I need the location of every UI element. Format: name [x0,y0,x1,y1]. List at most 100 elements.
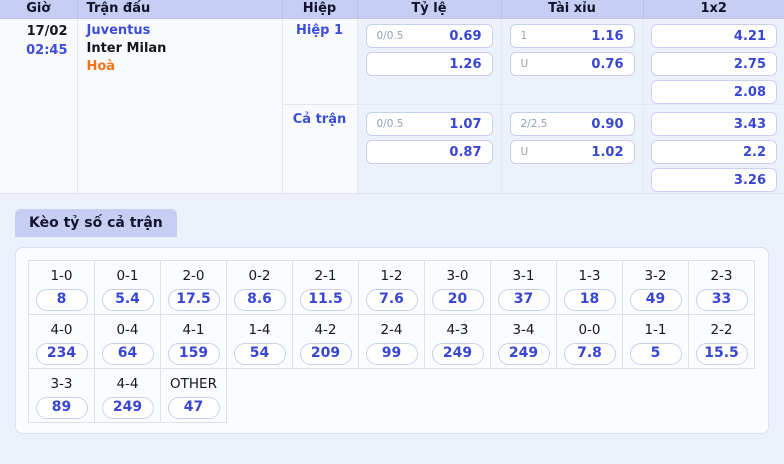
score-odds-button[interactable]: 37 [497,289,550,311]
score-cell: 3-2 49 [622,260,689,315]
score-cell: 3-4 249 [490,314,557,369]
score-odds-button[interactable]: 5.4 [101,289,154,311]
odds-value: 2.75 [733,56,766,72]
handicap-odds-box[interactable]: 0.87 [365,140,493,164]
odds-value: 3.26 [733,172,766,188]
odds-value: 0.76 [591,56,624,72]
over-under-cell: 1 1.16 U 0.76 2/2.5 0.90 U 1.02 [501,18,644,194]
score-cell: 2-4 99 [358,314,425,369]
handicap-line: 0/0.5 [376,30,404,42]
handicap-odds-box[interactable]: 1.26 [365,52,493,76]
score-odds-button[interactable]: 8.6 [233,289,286,311]
score-label: 1-2 [380,268,403,284]
1x2-odds-box[interactable]: 2.08 [650,80,777,104]
score-label: OTHER [170,376,217,392]
over-under-odds-box[interactable]: U 1.02 [509,140,635,164]
score-label: 0-4 [116,322,139,338]
score-odds-button[interactable]: 249 [101,397,154,419]
score-cell: 2-2 15.5 [688,314,755,369]
score-label: 3-2 [644,268,667,284]
header-over-under: Tài xỉu [501,0,644,19]
score-odds-button[interactable]: 249 [497,343,550,365]
score-label: 2-4 [380,322,403,338]
handicap-odds-box[interactable]: 0/0.5 0.69 [365,24,493,48]
score-odds-button[interactable]: 64 [101,343,154,365]
score-odds-button[interactable]: 20 [431,289,484,311]
1x2-odds-box[interactable]: 3.26 [650,168,777,192]
odds-value: 1.16 [591,28,624,44]
tab-correct-score-full-match[interactable]: Kèo tỷ số cả trận [15,209,177,237]
score-odds-button[interactable]: 17.5 [167,289,220,311]
over-under-odds-box[interactable]: 2/2.5 0.90 [509,112,635,136]
score-cell: 3-1 37 [490,260,557,315]
correct-score-panel: 1-0 8 0-1 5.4 2-0 17.5 0-2 8.6 2-1 11.5 1-2 7.6 3-0 2… [15,247,769,434]
score-odds-button[interactable]: 8 [35,289,88,311]
score-odds-button[interactable]: 7.8 [563,343,616,365]
score-odds-button[interactable]: 5 [629,343,682,365]
score-odds-button[interactable]: 89 [35,397,88,419]
score-label: 2-3 [710,268,733,284]
odds-value: 2.08 [733,84,766,100]
score-cell: 1-4 54 [226,314,293,369]
score-cell: 1-1 5 [622,314,689,369]
score-cell: 0-1 5.4 [94,260,161,315]
score-odds-button[interactable]: 159 [167,343,220,365]
period-cell: Hiệp 1 Cả trận [282,18,358,194]
score-label: 3-1 [512,268,535,284]
score-odds-button[interactable]: 234 [35,343,88,365]
period-label-full-match: Cả trận [292,112,347,127]
1x2-cell: 4.21 2.75 2.08 3.43 2.2 [643,18,784,194]
score-cell: 2-3 33 [688,260,755,315]
score-odds-button[interactable]: 33 [695,289,748,311]
handicap-odds-box[interactable]: 0/0.5 1.07 [365,112,493,136]
score-odds-button[interactable]: 249 [431,343,484,365]
score-label: 1-0 [50,268,73,284]
odds-value: 1.02 [591,144,624,160]
odds-value: 4.21 [733,28,766,44]
score-odds-button[interactable]: 99 [365,343,418,365]
over-under-line: U [520,58,529,70]
score-odds-button[interactable]: 18 [563,289,616,311]
handicap-line: 0/0.5 [376,118,404,130]
odds-value: 1.07 [449,116,482,132]
score-odds-button[interactable]: 11.5 [299,289,352,311]
score-cell: 4-2 209 [292,314,359,369]
score-label: 3-4 [512,322,535,338]
score-cell: 4-0 234 [28,314,95,369]
score-cell: 0-0 7.8 [556,314,623,369]
header-match: Trận đấu [77,0,283,19]
score-odds-button[interactable]: 54 [233,343,286,365]
1x2-odds-box[interactable]: 2.75 [650,52,777,76]
match-date: 17/02 [26,24,68,39]
score-cell: 0-4 64 [94,314,161,369]
score-label: 1-1 [644,322,667,338]
1x2-odds-box[interactable]: 4.21 [650,24,777,48]
score-cell: OTHER 47 [160,368,227,423]
score-label: 2-1 [314,268,337,284]
1x2-odds-box[interactable]: 2.2 [650,140,777,164]
score-grid-row: 1-0 8 0-1 5.4 2-0 17.5 0-2 8.6 2-1 11.5 1-2 7.6 3-0 2… [28,260,755,315]
score-odds-button[interactable]: 49 [629,289,682,311]
score-odds-button[interactable]: 7.6 [365,289,418,311]
score-odds-button[interactable]: 47 [167,397,220,419]
score-odds-button[interactable]: 209 [299,343,352,365]
score-label: 2-2 [710,322,733,338]
header-period: Hiệp [282,0,358,19]
over-under-odds-box[interactable]: U 0.76 [509,52,635,76]
score-grid-row: 3-3 89 4-4 249 OTHER 47 [28,368,755,423]
away-team: Inter Milan [86,41,167,56]
score-label: 1-3 [578,268,601,284]
score-label: 4-0 [50,322,73,338]
header-time: Giờ [0,0,78,19]
1x2-odds-box[interactable]: 3.43 [650,112,777,136]
odds-value: 2.2 [742,144,766,160]
over-under-line: 2/2.5 [520,118,548,130]
score-odds-button[interactable]: 15.5 [695,343,748,365]
score-cell: 4-3 249 [424,314,491,369]
odds-value: 1.26 [449,56,482,72]
over-under-odds-box[interactable]: 1 1.16 [509,24,635,48]
score-label: 4-4 [116,376,139,392]
over-under-line: U [520,146,529,158]
score-label: 0-1 [116,268,139,284]
match-teams-cell: Juventus Inter Milan Hoà [77,18,283,194]
